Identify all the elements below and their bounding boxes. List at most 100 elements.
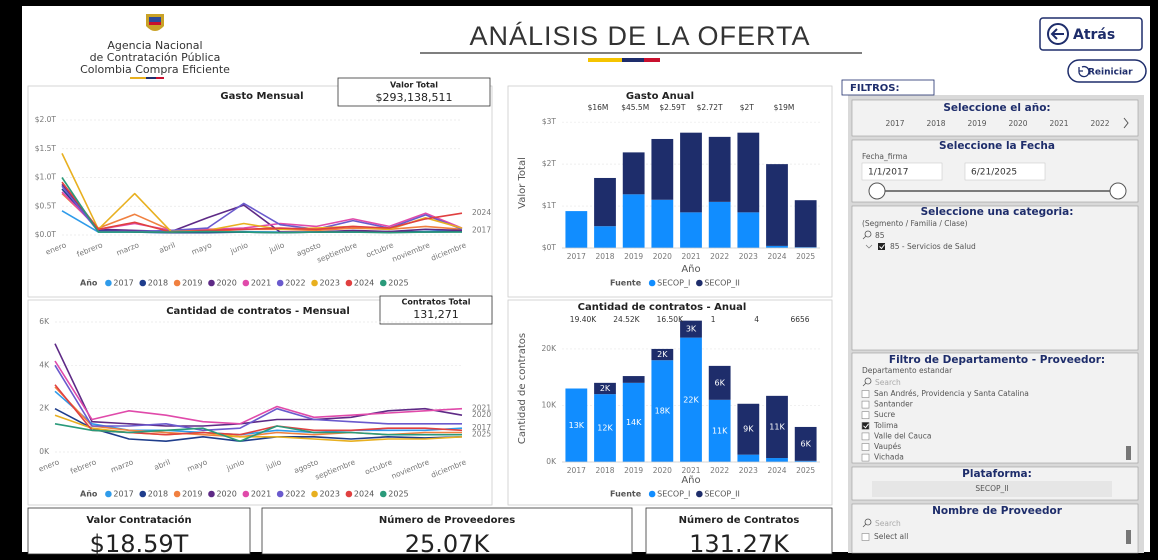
- back-label[interactable]: Atrás: [1073, 27, 1115, 43]
- department-option[interactable]: Valle del Cauca: [874, 431, 931, 440]
- legend-swatch: [105, 279, 112, 287]
- department-option[interactable]: San Andrés, Providencia y Santa Catalina: [874, 389, 1029, 398]
- checkbox[interactable]: [861, 421, 870, 430]
- bar: [766, 458, 788, 462]
- department-option[interactable]: Vaupés: [874, 442, 901, 451]
- date-input[interactable]: [861, 162, 943, 181]
- annotation: $45.5M: [621, 103, 649, 112]
- filter-title: Nombre de Proveedor: [932, 505, 1063, 517]
- bar: [622, 194, 645, 248]
- dropdown[interactable]: [872, 481, 1112, 497]
- back-button[interactable]: Atrás: [1039, 17, 1143, 51]
- legend-title: Fuente: [610, 490, 642, 499]
- checkbox[interactable]: [861, 411, 870, 420]
- date-end[interactable]: 6/21/2025: [971, 168, 1017, 178]
- checkbox[interactable]: [861, 443, 870, 451]
- year-option[interactable]: 2017: [885, 119, 904, 128]
- scroll-chevron[interactable]: [1123, 117, 1129, 129]
- checkbox[interactable]: [861, 432, 870, 441]
- flag-stripe: [130, 77, 146, 79]
- y-tick-label: $2.0T: [35, 115, 57, 124]
- legend-swatch: [208, 279, 215, 287]
- year-option[interactable]: 2021: [1049, 119, 1068, 128]
- search-value[interactable]: 85: [875, 231, 885, 240]
- scrollbar[interactable]: [1126, 530, 1131, 544]
- end-label: 2021: [472, 404, 491, 413]
- legend-label: 2024: [354, 279, 374, 288]
- year-option[interactable]: 2019: [967, 119, 986, 128]
- flag-stripe: [622, 58, 644, 62]
- filter-title: Filtro de Departamento - Proveedor:: [889, 354, 1105, 366]
- bar: [594, 394, 616, 462]
- field-name: Fecha_firma: [862, 152, 907, 161]
- legend-swatch: [173, 490, 181, 498]
- department-slicer[interactable]: [851, 352, 1139, 464]
- line: [54, 343, 463, 427]
- date-start[interactable]: 1/1/2017: [868, 168, 908, 178]
- annotation: 19.40K: [570, 315, 597, 324]
- x-axis-title: Año: [681, 264, 700, 275]
- provider-option[interactable]: Select all: [874, 532, 908, 541]
- year-option[interactable]: 2020: [1008, 119, 1027, 128]
- chart-title: Gasto Anual: [626, 91, 694, 102]
- slider-handle[interactable]: [1109, 182, 1127, 200]
- chart-title: Cantidad de contratos - Anual: [578, 302, 747, 313]
- annotation: $19M: [774, 103, 795, 112]
- reset-button[interactable]: Reiniciar: [1067, 59, 1147, 83]
- card-label: Valor Total: [390, 81, 438, 90]
- y-tick-label: 2K: [39, 404, 50, 413]
- expand-chevron[interactable]: [865, 244, 873, 249]
- flag-stripe: [146, 77, 156, 79]
- x-tick-label: 2022: [710, 466, 729, 475]
- department-option[interactable]: Santander: [874, 400, 914, 409]
- bar-label: 2K: [657, 350, 668, 359]
- card: [379, 295, 493, 325]
- provider-slicer[interactable]: [851, 503, 1139, 554]
- legend-swatch: [345, 279, 353, 287]
- bar: [565, 211, 588, 248]
- scrollbar[interactable]: [1126, 446, 1131, 460]
- year-option[interactable]: 2018: [926, 119, 945, 128]
- annotation: $16M: [588, 103, 609, 112]
- search-placeholder[interactable]: Search: [875, 378, 901, 387]
- legend-swatch: [648, 490, 656, 498]
- bar: [651, 348, 674, 361]
- checkbox[interactable]: [861, 400, 870, 409]
- slider-handle[interactable]: [868, 182, 886, 200]
- bar-label: 22K: [683, 395, 699, 404]
- legend-label: 2018: [148, 279, 168, 288]
- category-item[interactable]: 85 - Servicios de Salud: [890, 242, 976, 251]
- agency-line: Colombia Compra Eficiente: [80, 63, 230, 76]
- department-option[interactable]: Tolima: [873, 421, 898, 430]
- bar: [708, 136, 731, 202]
- category-slicer[interactable]: [851, 205, 1139, 351]
- kpi-label: Valor Contratación: [86, 514, 191, 526]
- reset-label[interactable]: Reiniciar: [1088, 68, 1133, 78]
- search-placeholder[interactable]: Search: [875, 519, 901, 528]
- year-option[interactable]: 2022: [1090, 119, 1109, 128]
- y-tick-label: 20K: [542, 344, 558, 353]
- checkbox[interactable]: [861, 390, 870, 398]
- x-tick-label: 2023: [739, 252, 758, 261]
- legend-label: 2023: [320, 490, 340, 499]
- checkbox[interactable]: [861, 533, 870, 541]
- legend-title: Año: [80, 279, 98, 288]
- bar-label: 6K: [714, 378, 725, 387]
- y-tick-label: 0K: [39, 447, 50, 456]
- checkbox[interactable]: [861, 453, 870, 462]
- date-input[interactable]: [964, 162, 1046, 181]
- department-option[interactable]: Sucre: [874, 410, 896, 419]
- bar: [737, 454, 760, 462]
- y-tick-label: $1.5T: [35, 144, 57, 153]
- legend-swatch: [173, 279, 181, 287]
- filter-title: Seleccione una categoria:: [921, 206, 1074, 218]
- platform-value[interactable]: SECOP_II: [975, 484, 1008, 493]
- bar: [622, 382, 645, 462]
- legend-title: Fuente: [610, 279, 642, 288]
- year-slicer[interactable]: [851, 99, 1139, 137]
- checkbox[interactable]: [878, 243, 885, 250]
- annotation: 4: [754, 315, 759, 324]
- x-tick-label: 2021: [681, 466, 700, 475]
- department-option[interactable]: Vichada: [874, 453, 904, 462]
